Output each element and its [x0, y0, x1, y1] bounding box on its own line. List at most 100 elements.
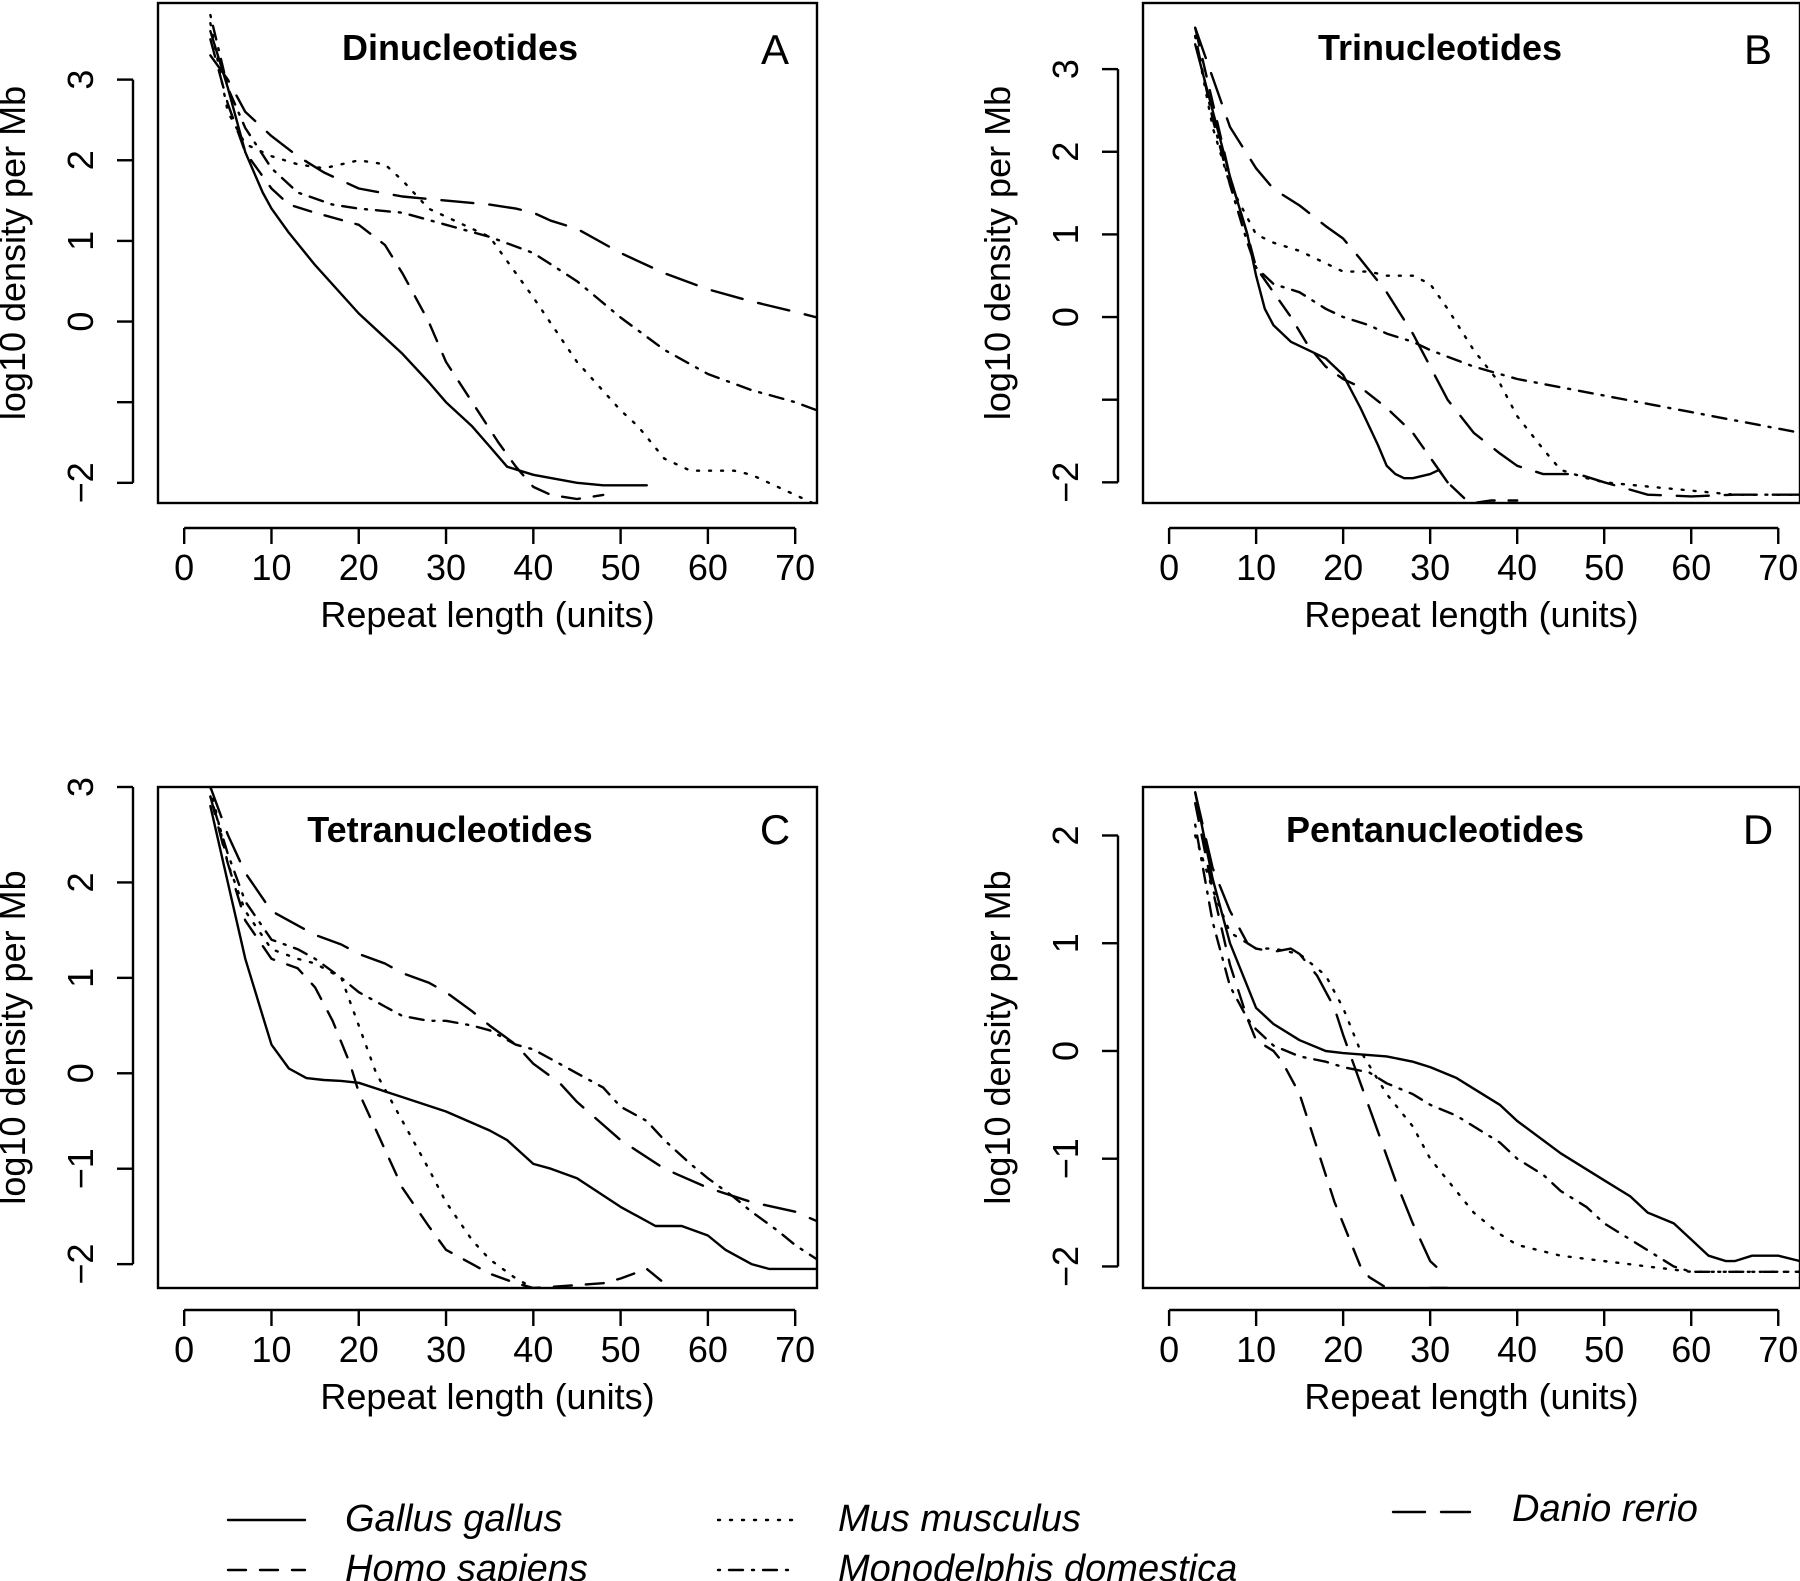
x-tick-label: 70: [775, 547, 815, 588]
y-tick-label: −1: [60, 1148, 101, 1189]
series-line-monodelphis-domestica: [1193, 34, 1800, 434]
x-tick-label: 0: [1159, 547, 1179, 588]
x-tick-label: 20: [339, 547, 379, 588]
legend-item-gallus-gallus: Gallus gallus: [226, 1498, 563, 1540]
y-tick-label: 3: [1045, 59, 1086, 79]
x-tick-label: 20: [339, 1329, 379, 1370]
y-tick-label: 0: [1045, 307, 1086, 327]
x-tick-label: 30: [426, 1329, 466, 1370]
legend-item-danio-rerio: Danio rerio: [1391, 1488, 1698, 1530]
y-axis-label: log10 density per Mb: [0, 86, 33, 420]
series-line-mus-musculus: [1193, 34, 1800, 496]
x-tick-label: 10: [1236, 1329, 1276, 1370]
legend-label: Mus musculus: [838, 1498, 1081, 1540]
legend-label: Homo sapiens: [345, 1548, 588, 1581]
x-tick-label: 50: [601, 1329, 641, 1370]
y-tick-label: 0: [60, 1063, 101, 1083]
x-tick-label: 0: [174, 1329, 194, 1370]
x-tick-label: 60: [1671, 1329, 1711, 1370]
series-line-monodelphis-domestica: [209, 13, 817, 412]
panel-b: 0 10 20 30 40 50 60 70 −2 0 1 2 3 Repeat length (unit…: [977, 1, 1800, 635]
panel-letter: A: [761, 26, 789, 73]
series-line-gallus-gallus: [209, 30, 648, 487]
series-line-gallus-gallus: [1193, 791, 1800, 1263]
y-tick-label: 2: [60, 150, 101, 170]
series-line-homo-sapiens: [1193, 26, 1519, 503]
series-line-mus-musculus: [209, 787, 535, 1288]
x-axis-label: Repeat length (units): [1304, 594, 1638, 635]
series-line-homo-sapiens: [1193, 802, 1449, 1288]
x-tick-label: 40: [513, 1329, 553, 1370]
panel-letter: B: [1744, 26, 1772, 73]
panel-letter: D: [1743, 806, 1773, 853]
plot-frame: [156, 785, 819, 1290]
series-line-mus-musculus: [209, 22, 814, 503]
x-tick-label: 30: [1410, 547, 1450, 588]
panel-letter: C: [760, 806, 790, 853]
y-tick-label: 2: [1045, 142, 1086, 162]
x-tick-label: 10: [251, 547, 291, 588]
x-tick-label: 50: [1584, 1329, 1624, 1370]
legend-item-homo-sapiens: Homo sapiens: [226, 1548, 588, 1581]
y-tick-label: −2: [60, 462, 101, 503]
legend: Gallus gallus Homo sapiens Mus musculus Mon…: [226, 1488, 1698, 1581]
series-line-monodelphis-domestica: [1193, 823, 1800, 1274]
x-tick-label: 40: [1497, 1329, 1537, 1370]
y-axis-label: log10 density per Mb: [0, 870, 33, 1204]
y-axis-label: log10 density per Mb: [977, 870, 1018, 1204]
panel-a: 0 10 20 30 40 50 60 70 −2 0 1 2 3 Repeat length (unit…: [0, 1, 819, 635]
legend-item-mus-musculus: Mus musculus: [716, 1498, 1081, 1540]
x-tick-label: 50: [1584, 547, 1624, 588]
x-tick-label: 30: [426, 547, 466, 588]
x-tick-label: 30: [1410, 1329, 1450, 1370]
panel-c: 0 10 20 30 40 50 60 70 −2 −1 0 1 2 3 Repeat length (un…: [0, 777, 819, 1417]
legend-label: Gallus gallus: [345, 1498, 563, 1540]
y-tick-label: −1: [1045, 1138, 1086, 1179]
panel-title: Tetranucleotides: [307, 809, 592, 850]
panel-title: Pentanucleotides: [1286, 809, 1584, 850]
series-line-danio-rerio: [1193, 791, 1449, 1279]
y-tick-label: 1: [1045, 933, 1086, 953]
series-line-danio-rerio: [209, 787, 817, 1223]
x-tick-label: 40: [513, 547, 553, 588]
y-tick-label: 2: [60, 872, 101, 892]
y-tick-label: −2: [1045, 1246, 1086, 1287]
x-tick-label: 0: [1159, 1329, 1179, 1370]
x-tick-label: 70: [775, 1329, 815, 1370]
y-tick-label: 1: [1045, 224, 1086, 244]
panel-d: 0 10 20 30 40 50 60 70 −2 −1 0 1 2 Repeat length (uni…: [977, 785, 1800, 1417]
x-axis-label: Repeat length (units): [320, 1376, 654, 1417]
plot-frame: [1141, 785, 1800, 1290]
x-tick-label: 20: [1323, 1329, 1363, 1370]
x-tick-label: 70: [1758, 1329, 1798, 1370]
panel-title: Dinucleotides: [342, 27, 578, 68]
legend-label: Monodelphis domestica: [838, 1548, 1237, 1581]
x-tick-label: 50: [601, 547, 641, 588]
x-tick-label: 70: [1758, 547, 1798, 588]
x-tick-label: 40: [1497, 547, 1537, 588]
y-tick-label: 3: [60, 777, 101, 797]
x-tick-label: 60: [688, 547, 728, 588]
plot-frame: [156, 1, 819, 505]
y-tick-label: 3: [60, 70, 101, 90]
y-tick-label: −2: [1045, 462, 1086, 503]
y-tick-label: 0: [60, 312, 101, 332]
series-line-gallus-gallus: [209, 804, 817, 1271]
y-tick-label: 0: [1045, 1041, 1086, 1061]
plot-frame: [1141, 1, 1800, 505]
legend-item-monodelphis-domestica: Monodelphis domestica: [716, 1548, 1237, 1581]
x-tick-label: 10: [251, 1329, 291, 1370]
series-line-homo-sapiens: [209, 795, 666, 1288]
y-tick-label: 1: [60, 968, 101, 988]
series-line-gallus-gallus: [1193, 43, 1449, 484]
legend-label: Danio rerio: [1512, 1488, 1698, 1530]
x-tick-label: 20: [1323, 547, 1363, 588]
y-tick-label: 2: [1045, 825, 1086, 845]
y-axis-label: log10 density per Mb: [977, 86, 1018, 420]
series-line-monodelphis-domestica: [209, 795, 817, 1261]
series-line-homo-sapiens: [209, 38, 605, 501]
x-axis-label: Repeat length (units): [1304, 1376, 1638, 1417]
series-line-danio-rerio: [209, 54, 817, 319]
series-line-mus-musculus: [1193, 834, 1800, 1274]
